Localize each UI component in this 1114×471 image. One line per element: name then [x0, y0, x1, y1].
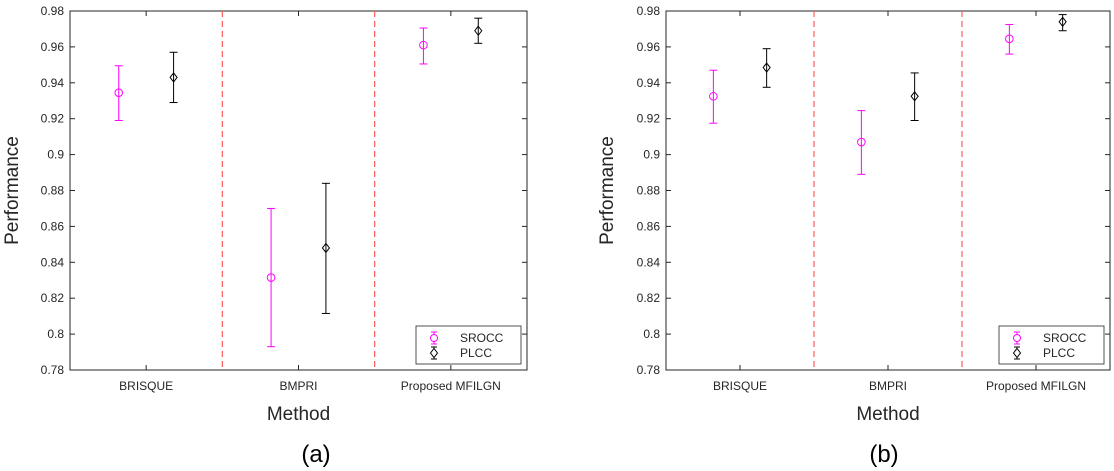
x-tick-label: BMPRI — [869, 379, 907, 393]
y-tick-label: 0.86 — [41, 219, 65, 233]
y-tick-label: 0.96 — [637, 40, 661, 54]
data-point — [266, 273, 276, 282]
y-tick-label: 0.8 — [643, 327, 660, 341]
x-tick-label: BRISQUE — [713, 379, 767, 393]
legend-marker — [1013, 334, 1021, 342]
y-tick-label: 0.78 — [41, 363, 65, 377]
y-tick-label: 0.98 — [637, 4, 661, 18]
data-point — [857, 137, 866, 147]
legend-label: SROCC — [1043, 331, 1087, 345]
y-tick-label: 0.82 — [637, 291, 661, 305]
data-point — [474, 25, 483, 37]
y-axis-label: Performance — [2, 136, 23, 245]
y-tick-label: 0.94 — [637, 76, 661, 90]
x-tick-label: BRISQUE — [119, 379, 173, 393]
data-point — [419, 40, 428, 50]
y-axis-label: Performance — [597, 136, 618, 245]
legend-marker — [430, 334, 438, 342]
y-tick-label: 0.8 — [47, 327, 64, 341]
legend-label: SROCC — [460, 331, 504, 345]
data-point — [762, 62, 771, 73]
plot-area — [69, 10, 528, 371]
data-point — [114, 88, 124, 97]
y-tick-label: 0.84 — [41, 255, 65, 269]
x-axis-label: Method — [856, 404, 919, 425]
y-tick-label: 0.84 — [637, 255, 661, 269]
data-point — [1005, 34, 1014, 44]
data-point — [709, 91, 718, 101]
x-tick-label: Proposed MFILGN — [986, 379, 1086, 393]
y-tick-label: 0.92 — [637, 112, 661, 126]
data-point — [910, 90, 919, 102]
legend-label: PLCC — [460, 346, 492, 360]
y-tick-label: 0.78 — [637, 363, 661, 377]
y-tick-label: 0.96 — [41, 40, 65, 54]
panel-label: (b) — [869, 441, 898, 468]
chart-panel: 0.78 0.8 0.82 0.84 0.86 0.88 0.9 0.92 0.94 0.96 0.… — [597, 4, 1111, 468]
y-tick-label: 0.9 — [47, 148, 64, 162]
x-tick-label: Proposed MFILGN — [401, 379, 501, 393]
legend-marker — [1012, 347, 1022, 359]
panel-label: (a) — [301, 441, 330, 468]
data-point — [169, 72, 178, 83]
legend-label: PLCC — [1043, 346, 1075, 360]
y-tick-label: 0.98 — [41, 4, 65, 18]
y-tick-label: 0.92 — [41, 112, 65, 126]
data-point — [321, 242, 331, 254]
y-tick-label: 0.94 — [41, 76, 65, 90]
x-tick-label: BMPRI — [279, 379, 317, 393]
plot-area — [665, 10, 1111, 371]
y-tick-label: 0.82 — [41, 291, 65, 305]
data-point — [1058, 16, 1067, 28]
chart-panel: 0.78 0.8 0.82 0.84 0.86 0.88 0.9 0.92 0.94 0.96 0.… — [2, 4, 528, 468]
y-tick-label: 0.88 — [637, 184, 661, 198]
x-axis-label: Method — [267, 404, 330, 425]
y-tick-label: 0.88 — [41, 184, 65, 198]
y-tick-label: 0.9 — [643, 148, 660, 162]
legend-marker — [429, 347, 439, 359]
y-tick-label: 0.86 — [637, 219, 661, 233]
